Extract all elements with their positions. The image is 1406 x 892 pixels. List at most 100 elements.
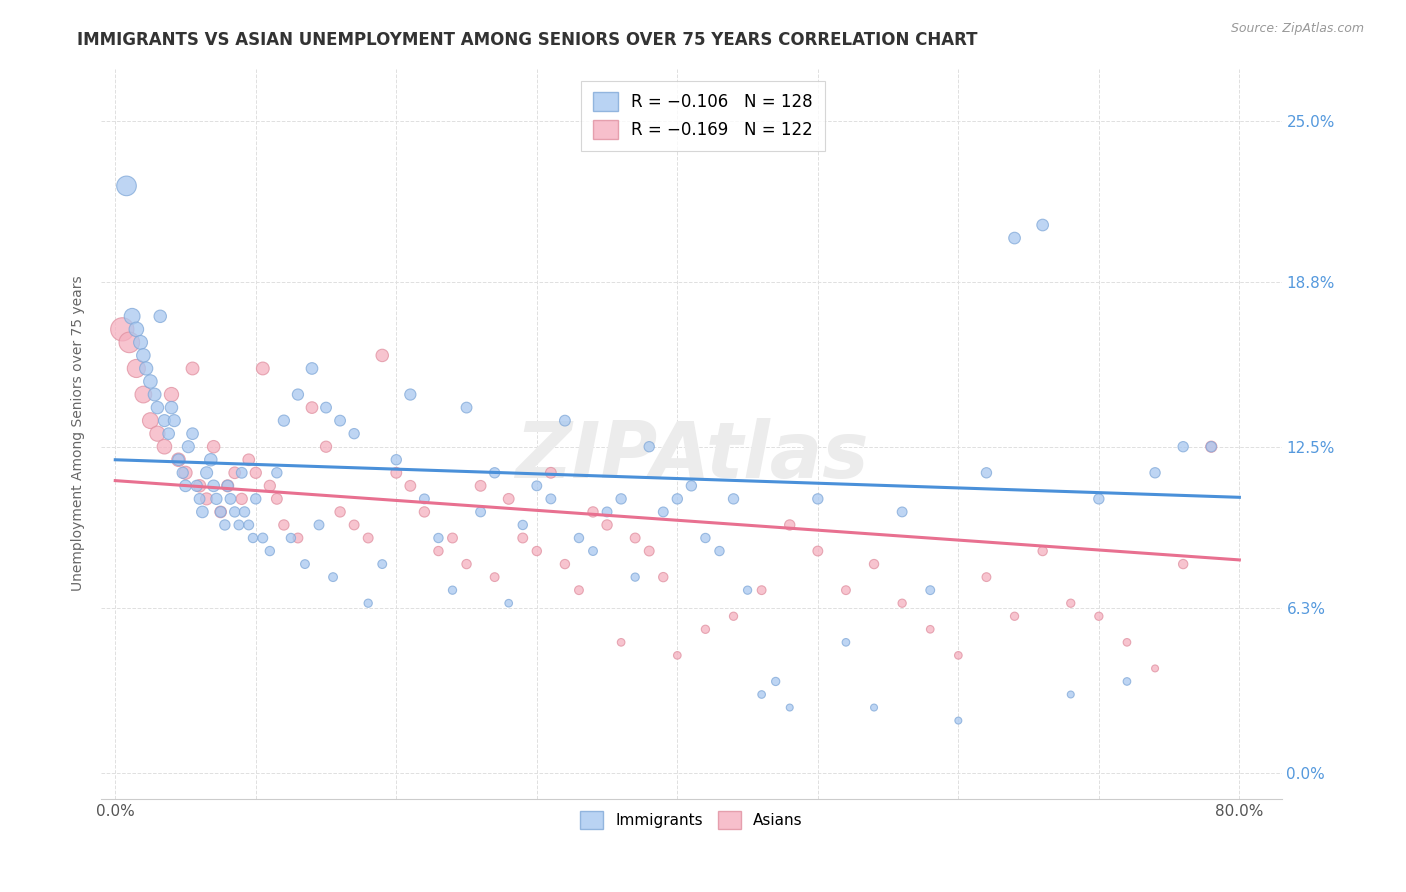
Point xyxy=(191,505,214,519)
Point xyxy=(186,479,208,493)
Point xyxy=(280,531,302,545)
Point xyxy=(456,557,478,571)
Point xyxy=(167,452,190,467)
Point xyxy=(259,544,281,558)
Point xyxy=(209,505,232,519)
Point xyxy=(188,479,211,493)
Point xyxy=(920,622,942,636)
Point xyxy=(568,531,591,545)
Point xyxy=(228,518,250,533)
Point xyxy=(498,491,520,506)
Point xyxy=(242,531,264,545)
Point xyxy=(1116,635,1139,649)
Point xyxy=(343,426,366,441)
Point xyxy=(470,479,492,493)
Point xyxy=(1004,231,1026,245)
Point xyxy=(512,518,534,533)
Point xyxy=(195,491,218,506)
Point xyxy=(301,361,323,376)
Point xyxy=(233,505,256,519)
Point xyxy=(1116,674,1139,689)
Point xyxy=(146,426,169,441)
Point xyxy=(413,491,436,506)
Point xyxy=(172,466,194,480)
Point xyxy=(301,401,323,415)
Point xyxy=(751,688,773,702)
Point xyxy=(554,557,576,571)
Point xyxy=(582,544,605,558)
Point xyxy=(202,479,225,493)
Point xyxy=(153,414,176,428)
Point xyxy=(357,531,380,545)
Point xyxy=(146,401,169,415)
Point xyxy=(441,531,464,545)
Point xyxy=(245,491,267,506)
Point xyxy=(666,648,689,663)
Point xyxy=(835,583,858,598)
Point xyxy=(1060,596,1083,610)
Point xyxy=(456,401,478,415)
Point xyxy=(807,491,830,506)
Point xyxy=(125,322,148,336)
Point xyxy=(149,310,172,324)
Text: Source: ZipAtlas.com: Source: ZipAtlas.com xyxy=(1230,22,1364,36)
Point xyxy=(188,491,211,506)
Point xyxy=(695,622,717,636)
Point xyxy=(231,466,253,480)
Point xyxy=(118,335,141,350)
Point xyxy=(1144,661,1167,675)
Point xyxy=(160,387,183,401)
Point xyxy=(329,505,352,519)
Point xyxy=(863,700,886,714)
Point xyxy=(224,466,246,480)
Point xyxy=(329,414,352,428)
Point xyxy=(322,570,344,584)
Point xyxy=(948,714,970,728)
Point xyxy=(231,491,253,506)
Point xyxy=(427,544,450,558)
Point xyxy=(294,557,316,571)
Point xyxy=(157,426,180,441)
Point xyxy=(779,518,801,533)
Point xyxy=(638,440,661,454)
Point xyxy=(224,505,246,519)
Point xyxy=(596,505,619,519)
Point xyxy=(205,491,228,506)
Point xyxy=(121,310,143,324)
Point xyxy=(181,361,204,376)
Point xyxy=(624,531,647,545)
Legend: Immigrants, Asians: Immigrants, Asians xyxy=(574,805,808,835)
Point xyxy=(1144,466,1167,480)
Point xyxy=(195,466,218,480)
Point xyxy=(1032,218,1054,232)
Point xyxy=(484,570,506,584)
Point xyxy=(807,544,830,558)
Point xyxy=(132,387,155,401)
Point xyxy=(441,583,464,598)
Point xyxy=(652,570,675,584)
Point xyxy=(568,583,591,598)
Point xyxy=(540,491,562,506)
Point xyxy=(315,401,337,415)
Point xyxy=(174,479,197,493)
Point xyxy=(1060,688,1083,702)
Point xyxy=(765,674,787,689)
Point xyxy=(177,440,200,454)
Point xyxy=(709,544,731,558)
Point xyxy=(357,596,380,610)
Point xyxy=(863,557,886,571)
Point xyxy=(252,361,274,376)
Text: IMMIGRANTS VS ASIAN UNEMPLOYMENT AMONG SENIORS OVER 75 YEARS CORRELATION CHART: IMMIGRANTS VS ASIAN UNEMPLOYMENT AMONG S… xyxy=(77,31,977,49)
Point xyxy=(238,518,260,533)
Point xyxy=(202,440,225,454)
Point xyxy=(163,414,186,428)
Point xyxy=(385,466,408,480)
Point xyxy=(153,440,176,454)
Point xyxy=(582,505,605,519)
Point xyxy=(666,491,689,506)
Point xyxy=(273,518,295,533)
Point xyxy=(976,466,998,480)
Point xyxy=(371,348,394,362)
Point xyxy=(1088,609,1111,624)
Point xyxy=(610,491,633,506)
